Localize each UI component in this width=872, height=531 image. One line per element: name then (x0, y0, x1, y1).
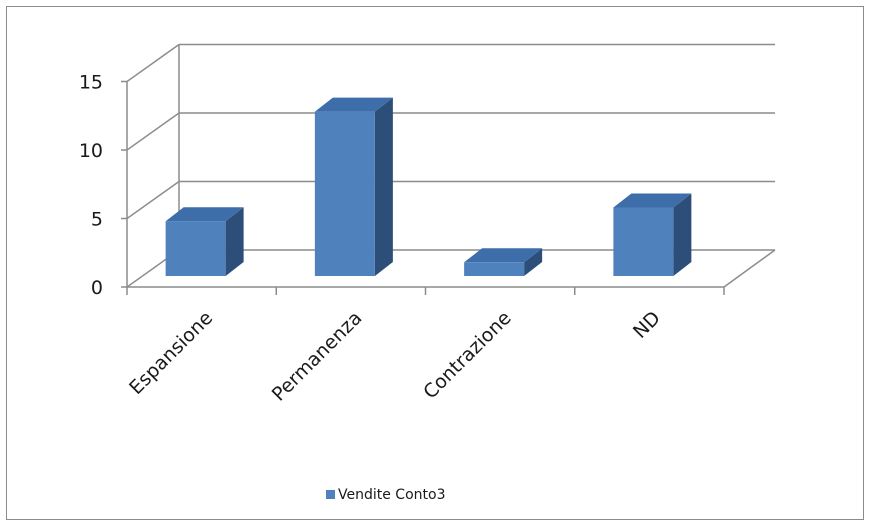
legend: Vendite Conto3 (326, 487, 445, 503)
bar-espansione (165, 207, 244, 276)
gridline-diagonal (126, 43, 180, 83)
bar-top-face (464, 248, 543, 263)
bar-side-face (524, 248, 543, 276)
gridline-diagonal (126, 180, 180, 220)
y-tick-label: 15 (79, 72, 103, 94)
legend-label: Vendite Conto3 (338, 487, 445, 503)
bar-contrazione (464, 248, 543, 276)
legend-item: Vendite Conto3 (326, 487, 445, 503)
floor-right-edge (723, 249, 776, 288)
bar-top-face (165, 207, 244, 222)
bar-top-face (613, 193, 692, 208)
y-tick-label: 0 (91, 277, 103, 299)
bars (165, 97, 692, 276)
gridline-diagonal (126, 112, 180, 151)
y-tick-label: 5 (91, 209, 103, 231)
bar-front-face (464, 262, 525, 276)
bar-front-face (314, 111, 375, 276)
axes (121, 80, 725, 295)
bar-side-face (374, 97, 393, 276)
category-label: Contrazione (419, 307, 515, 403)
y-tick-label: 10 (79, 140, 103, 162)
bar-front-face (165, 221, 226, 276)
category-label: Espansione (125, 307, 217, 399)
bar-nd (613, 193, 692, 276)
chart-frame (6, 6, 864, 520)
bar-permanenza (314, 97, 393, 276)
legend-swatch (326, 490, 335, 499)
category-label: ND (629, 307, 665, 343)
bar-top-face (314, 97, 393, 112)
category-label: Permanenza (268, 307, 367, 406)
bar-side-face (225, 207, 244, 276)
bar-side-face (673, 193, 692, 276)
bar-front-face (613, 207, 674, 276)
